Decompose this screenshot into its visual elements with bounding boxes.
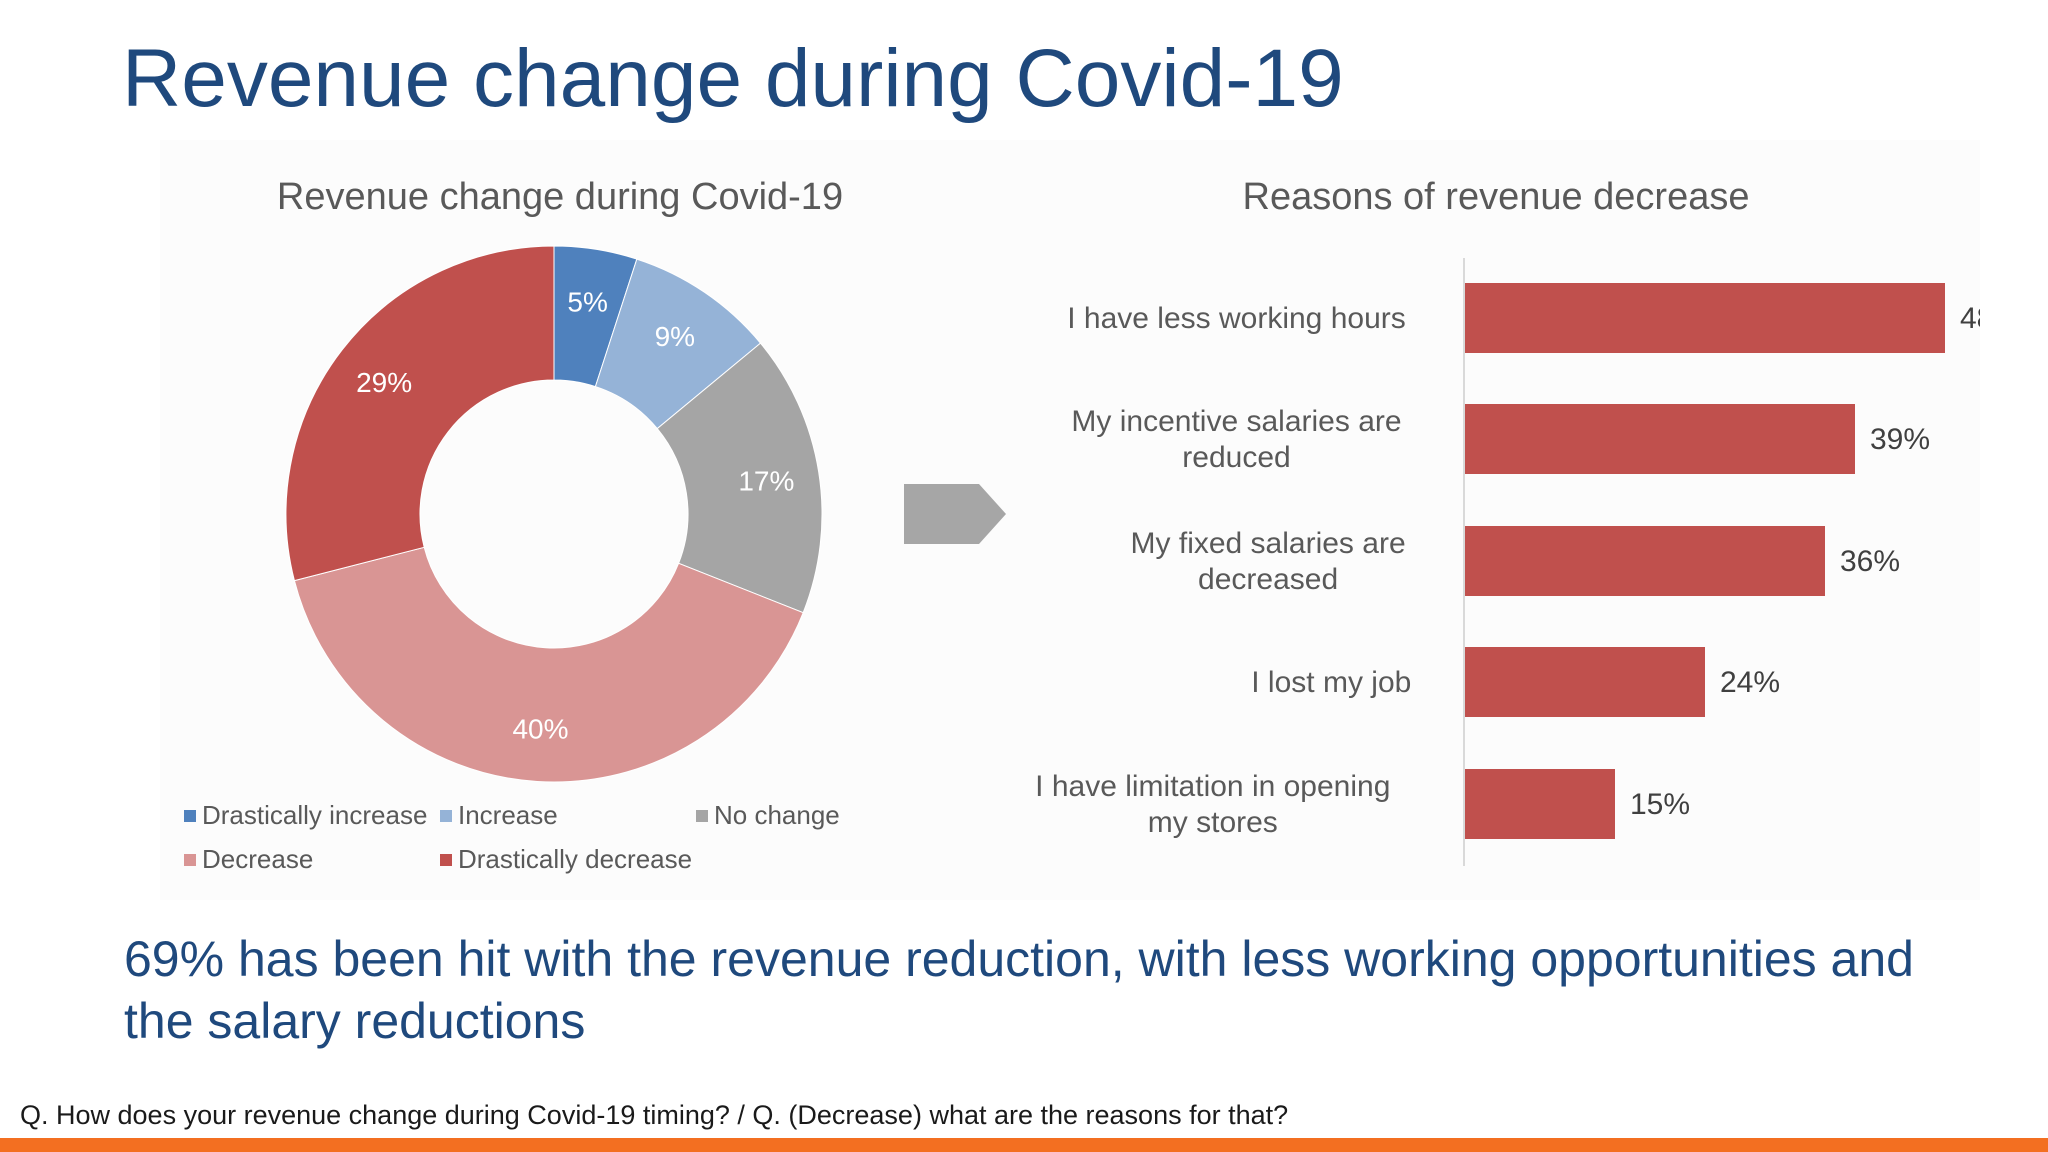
- bar-data-label: 24%: [1720, 666, 1780, 699]
- legend-label: Increase: [458, 800, 558, 830]
- legend-swatch: [440, 809, 452, 822]
- legend-swatch: [696, 809, 708, 822]
- donut-data-label: 29%: [356, 367, 412, 398]
- charts-panel: Revenue change during Covid-19 Reasons o…: [160, 140, 1980, 900]
- bar-category-label: My incentive salaries are reduced: [1071, 405, 1401, 474]
- bar-1: [1465, 283, 1945, 353]
- legend-swatch: [184, 809, 196, 822]
- bar-category-label: My fixed salaries are decreased: [1131, 527, 1406, 596]
- legend-label: Drastically decrease: [458, 844, 693, 874]
- slide-title: Revenue change during Covid-19: [122, 33, 1344, 124]
- bar-chart-title: Reasons of revenue decrease: [1242, 176, 1750, 218]
- donut-chart: 5% 9% 17% 40% 29%: [285, 245, 823, 783]
- legend-item-decrease: Decrease: [184, 844, 313, 875]
- bar-5: [1465, 769, 1615, 839]
- footnote: Q. How does your revenue change during C…: [20, 1100, 1289, 1130]
- bar-data-label: 15%: [1630, 788, 1690, 821]
- bar-category-label: I lost my job: [1251, 666, 1411, 699]
- legend-item-no-change: No change: [696, 800, 840, 831]
- legend-item-increase: Increase: [440, 800, 558, 831]
- legend-swatch: [184, 853, 196, 866]
- legend-item-drastically-decrease: Drastically decrease: [440, 844, 692, 875]
- donut-data-label: 5%: [567, 287, 607, 318]
- legend-label: Drastically increase: [202, 800, 428, 830]
- bar-data-label: 36%: [1840, 545, 1900, 578]
- bar-data-label: 48%: [1960, 302, 1980, 335]
- conclusion-text: 69% has been hit with the revenue reduct…: [124, 931, 1914, 1049]
- bar-4: [1465, 647, 1705, 717]
- legend-label: No change: [714, 800, 840, 830]
- accent-bar: [0, 1138, 2048, 1152]
- donut-slice-no-change: [656, 342, 823, 614]
- legend-label: Decrease: [202, 844, 314, 874]
- donut-data-label: 17%: [738, 465, 794, 496]
- legend-item-drastically-increase: Drastically increase: [184, 800, 427, 831]
- donut-slice-drastically-decrease: [285, 245, 555, 582]
- bar-category-label: I have less working hours: [1067, 302, 1406, 335]
- arrow-right-icon: [904, 484, 1006, 544]
- bar-data-label: 39%: [1870, 423, 1930, 456]
- bar-chart: 48% I have less working hours 39% My incent…: [1035, 258, 1980, 866]
- bar-3: [1465, 526, 1825, 596]
- bar-2: [1465, 404, 1855, 474]
- donut-data-label: 9%: [655, 321, 695, 352]
- donut-data-label: 40%: [512, 714, 568, 745]
- donut-chart-title: Revenue change during Covid-19: [276, 176, 844, 218]
- legend-swatch: [440, 853, 452, 866]
- donut-slice-decrease: [293, 546, 804, 783]
- bar-category-label: I have limitation in opening my stores: [1035, 770, 1390, 839]
